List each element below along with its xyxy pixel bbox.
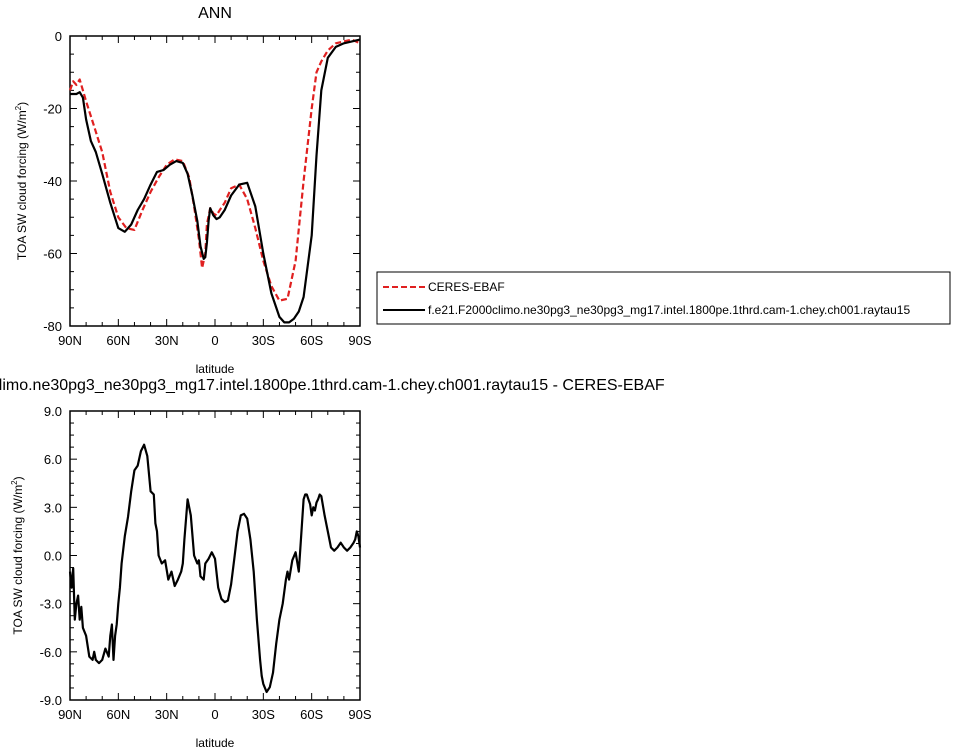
panel-bottom-chart: f.e21.F2000climo.ne30pg3_ne30pg3_mg17.in… [0,377,665,750]
x-tick-label: 30S [252,333,275,348]
x-tick-label: 90N [58,707,82,722]
y-tick-label: 0 [55,29,62,44]
x-tick-label: 90S [348,333,371,348]
x-tick-label: 0 [211,707,218,722]
y-tick-label: -40 [43,174,62,189]
x-axis-label-bottom: latitude [196,736,235,750]
y-tick-label: 6.0 [44,452,62,467]
y-tick-label: 9.0 [44,404,62,419]
legend-box [376,271,951,325]
x-tick-label: 30N [155,707,179,722]
y-axis-label-top: TOA SW cloud forcing (W/m2) [14,102,29,260]
panel-top-chart: ANN 90N 60N 30N 0 30S 60S 90S -80 -60 -40 -20 0 lat… [14,5,372,376]
y-tick-label: 0.0 [44,549,62,564]
x-tick-label: 30S [252,707,275,722]
legend-label-ceres: CERES-EBAF [428,280,505,294]
chart-title-bottom: f.e21.F2000climo.ne30pg3_ne30pg3_mg17.in… [0,377,665,394]
x-axis-label-top: latitude [196,362,235,376]
x-tick-label: 60S [300,707,323,722]
plot-area-top: 90N 60N 30N 0 30S 60S 90S -80 -60 -40 -20 0 [43,29,372,348]
series-line-model [70,38,361,324]
plot-area-bottom: 90N 60N 30N 0 30S 60S 90S -9.0 -6.0 -3.0 0.0 3.0 6.0… [40,404,372,722]
y-tick-label: -20 [43,102,62,117]
x-tick-label: 30N [155,333,179,348]
x-tick-label: 60S [300,333,323,348]
y-tick-label: -6.0 [40,645,62,660]
y-axis-label-bottom: TOA SW cloud forcing (W/m2) [10,476,25,634]
y-tick-label: -3.0 [40,597,62,612]
x-tick-label: 60N [106,707,130,722]
legend-label-model: f.e21.F2000climo.ne30pg3_ne30pg3_mg17.in… [428,303,910,317]
series-line-difference [68,443,362,694]
y-tick-label: -9.0 [40,693,62,708]
y-tick-label: -80 [43,319,62,334]
x-tick-label: 0 [211,333,218,348]
x-tick-label: 90N [58,333,82,348]
y-tick-label: 3.0 [44,500,62,515]
x-tick-label: 60N [106,333,130,348]
x-tick-label: 90S [348,707,371,722]
chart-title-top: ANN [198,5,232,22]
y-tick-label: -60 [43,247,62,262]
legend: CERES-EBAF f.e21.F2000climo.ne30pg3_ne30… [376,271,951,325]
